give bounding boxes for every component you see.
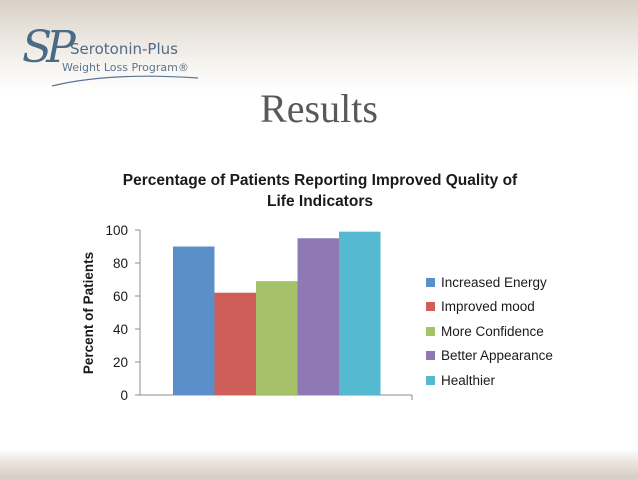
legend-swatch bbox=[426, 326, 435, 336]
bar-healthier bbox=[339, 231, 381, 395]
legend-item: Improved mood bbox=[426, 295, 553, 320]
legend-label: Increased Energy bbox=[441, 274, 547, 290]
legend-label: More Confidence bbox=[441, 323, 544, 339]
bar-increased-energy bbox=[173, 246, 215, 395]
footer-band bbox=[0, 449, 638, 479]
chart-legend: Increased Energy Improved mood More Confid… bbox=[426, 270, 553, 393]
brand-subtitle: Weight Loss Program® bbox=[62, 61, 189, 74]
legend-item: More Confidence bbox=[426, 319, 553, 344]
bar-better-appearance bbox=[297, 238, 339, 395]
y-axis-title: Percent of Patients bbox=[81, 252, 96, 374]
legend-item: Better Appearance bbox=[426, 344, 553, 369]
legend-label: Improved mood bbox=[441, 299, 535, 315]
legend-swatch bbox=[426, 375, 435, 385]
brand-name: Serotonin-Plus bbox=[70, 40, 178, 58]
y-tick-label: 60 bbox=[113, 289, 128, 304]
logo-swoosh bbox=[51, 75, 199, 87]
legend-swatch bbox=[426, 302, 435, 312]
header-band bbox=[0, 0, 638, 92]
bar-improved-mood bbox=[214, 292, 256, 395]
slide-title: Results bbox=[260, 86, 378, 131]
y-tick-label: 0 bbox=[120, 388, 128, 403]
legend-item: Increased Energy bbox=[426, 270, 553, 295]
chart-title: Percentage of Patients Reporting Improve… bbox=[122, 172, 518, 210]
brand-logo: SP Serotonin-Plus Weight Loss Program® bbox=[22, 22, 212, 102]
bar-more-confidence bbox=[256, 281, 298, 395]
legend-label: Healthier bbox=[441, 372, 496, 388]
legend-item: Healthier bbox=[426, 368, 553, 393]
legend-label: Better Appearance bbox=[441, 348, 553, 364]
y-tick-label: 80 bbox=[113, 256, 128, 271]
logo-mark: SP bbox=[22, 22, 76, 73]
y-tick-label: 40 bbox=[113, 322, 128, 337]
y-tick-label: 100 bbox=[105, 223, 128, 238]
y-tick-label: 20 bbox=[113, 355, 128, 370]
legend-swatch bbox=[426, 351, 435, 361]
legend-swatch bbox=[426, 277, 435, 287]
